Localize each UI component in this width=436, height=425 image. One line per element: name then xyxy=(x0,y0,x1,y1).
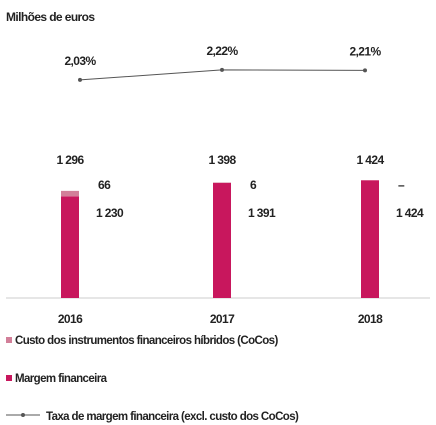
line-label: 2,21% xyxy=(349,45,381,59)
data-label: 1 391 xyxy=(248,206,276,220)
x-tick-label: 2017 xyxy=(210,312,235,326)
legend-swatch xyxy=(6,375,12,381)
line-label: 2,03% xyxy=(64,54,96,68)
legend-item: Custo dos instrumentos financeiros híbri… xyxy=(6,334,278,349)
x-tick-label: 2018 xyxy=(358,312,383,326)
bar-segment xyxy=(61,190,79,197)
legend-item: Margem financeira xyxy=(6,372,107,387)
data-label: 66 xyxy=(98,178,111,192)
legend-label: Custo dos instrumentos financeiros híbri… xyxy=(15,335,278,347)
total-label: 1 424 xyxy=(356,153,384,167)
legend-swatch xyxy=(6,337,12,343)
legend-item: Taxa de margem financeira (excl. custo d… xyxy=(6,410,299,425)
total-label: 1 398 xyxy=(208,153,236,167)
subtitle: Milhões de euros xyxy=(6,10,95,24)
line-label: 2,22% xyxy=(206,44,238,58)
bar-segment xyxy=(213,183,231,298)
line-marker xyxy=(220,67,224,72)
total-label: 1 296 xyxy=(56,153,84,167)
x-tick-label: 2016 xyxy=(58,312,83,326)
line-marker xyxy=(78,77,82,82)
line-marker xyxy=(363,68,367,73)
legend-marker xyxy=(21,413,25,417)
legend-label: Margem financeira xyxy=(15,373,107,385)
legend-label: Taxa de margem financeira (excl. custo d… xyxy=(46,411,299,423)
bar-segment xyxy=(361,180,379,298)
bar-segment xyxy=(61,196,79,298)
legend-symbol xyxy=(6,413,40,417)
data-label: 1 230 xyxy=(96,206,124,220)
data-label: 1 424 xyxy=(396,206,424,220)
data-label: – xyxy=(398,178,405,192)
data-label: 6 xyxy=(250,178,257,192)
